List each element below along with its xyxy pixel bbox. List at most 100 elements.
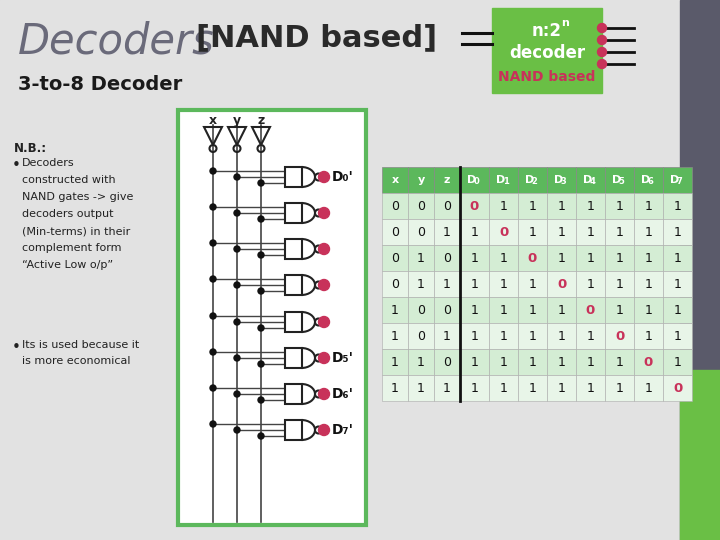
- Text: 1: 1: [616, 226, 624, 239]
- Bar: [634, 271, 663, 297]
- Text: D₀': D₀': [332, 170, 354, 184]
- Text: 1: 1: [674, 355, 681, 368]
- Text: 1: 1: [644, 329, 652, 342]
- Circle shape: [210, 421, 216, 427]
- Text: D: D: [641, 175, 650, 185]
- Text: D₆': D₆': [332, 387, 354, 401]
- Text: 1: 1: [557, 355, 565, 368]
- Circle shape: [258, 397, 264, 403]
- Circle shape: [598, 48, 606, 57]
- Bar: [460, 219, 489, 245]
- Text: 1: 1: [503, 178, 508, 186]
- Bar: [576, 245, 605, 271]
- Bar: [460, 271, 489, 297]
- Text: 1: 1: [616, 303, 624, 316]
- Bar: [663, 375, 692, 401]
- Bar: [518, 271, 547, 297]
- Bar: [285, 275, 302, 295]
- Bar: [634, 297, 663, 323]
- Text: 1: 1: [500, 329, 508, 342]
- Bar: [408, 219, 434, 245]
- Text: 1: 1: [674, 199, 681, 213]
- Text: 1: 1: [674, 278, 681, 291]
- Bar: [489, 271, 518, 297]
- Bar: [285, 348, 302, 368]
- Text: 7: 7: [677, 178, 683, 186]
- Bar: [460, 349, 489, 375]
- Circle shape: [318, 207, 330, 219]
- Text: 1: 1: [557, 329, 565, 342]
- Text: 1: 1: [417, 278, 425, 291]
- Text: 1: 1: [616, 199, 624, 213]
- Text: 1: 1: [471, 381, 478, 395]
- Text: 1: 1: [644, 278, 652, 291]
- Text: 0: 0: [470, 199, 479, 213]
- Bar: [576, 375, 605, 401]
- Bar: [434, 219, 460, 245]
- Circle shape: [210, 349, 216, 355]
- Text: 1: 1: [471, 278, 478, 291]
- Text: D₇': D₇': [332, 423, 354, 437]
- Text: D: D: [496, 175, 505, 185]
- Bar: [576, 167, 605, 193]
- Bar: [408, 193, 434, 219]
- Text: 1: 1: [391, 355, 399, 368]
- Bar: [663, 323, 692, 349]
- Text: •: •: [12, 340, 21, 355]
- Text: y: y: [418, 175, 425, 185]
- Text: 0: 0: [443, 303, 451, 316]
- Text: 1: 1: [391, 329, 399, 342]
- Bar: [547, 167, 576, 193]
- Text: NAND based: NAND based: [498, 70, 595, 84]
- Text: 1: 1: [557, 381, 565, 395]
- Bar: [576, 349, 605, 375]
- Text: 2: 2: [531, 178, 537, 186]
- Text: 1: 1: [528, 199, 536, 213]
- Bar: [460, 323, 489, 349]
- Text: D: D: [612, 175, 621, 185]
- Text: 1: 1: [443, 329, 451, 342]
- Bar: [489, 245, 518, 271]
- Text: 1: 1: [471, 252, 478, 265]
- Circle shape: [234, 355, 240, 361]
- Text: 0: 0: [417, 303, 425, 316]
- Text: 1: 1: [500, 303, 508, 316]
- Text: 1: 1: [471, 329, 478, 342]
- Text: 1: 1: [557, 226, 565, 239]
- Bar: [489, 167, 518, 193]
- Circle shape: [234, 282, 240, 288]
- Bar: [408, 323, 434, 349]
- Text: 1: 1: [557, 303, 565, 316]
- Bar: [382, 271, 408, 297]
- Bar: [547, 349, 576, 375]
- Text: 1: 1: [500, 381, 508, 395]
- Bar: [492, 8, 602, 93]
- Bar: [382, 167, 408, 193]
- Bar: [489, 219, 518, 245]
- Text: 1: 1: [557, 199, 565, 213]
- Text: 0: 0: [391, 199, 399, 213]
- Text: z: z: [257, 114, 265, 127]
- Text: decoder: decoder: [509, 44, 585, 62]
- Bar: [489, 323, 518, 349]
- Bar: [680, 0, 720, 540]
- Bar: [605, 323, 634, 349]
- Bar: [547, 193, 576, 219]
- Text: 1: 1: [417, 252, 425, 265]
- Bar: [460, 297, 489, 323]
- Bar: [489, 375, 518, 401]
- Bar: [634, 349, 663, 375]
- Text: 1: 1: [528, 355, 536, 368]
- Bar: [663, 349, 692, 375]
- Circle shape: [210, 276, 216, 282]
- Bar: [663, 219, 692, 245]
- Text: 1: 1: [644, 199, 652, 213]
- Text: 1: 1: [500, 355, 508, 368]
- Bar: [547, 245, 576, 271]
- Bar: [634, 193, 663, 219]
- Bar: [434, 323, 460, 349]
- Bar: [605, 245, 634, 271]
- Text: Decoders: Decoders: [22, 158, 75, 168]
- Circle shape: [210, 313, 216, 319]
- Bar: [634, 375, 663, 401]
